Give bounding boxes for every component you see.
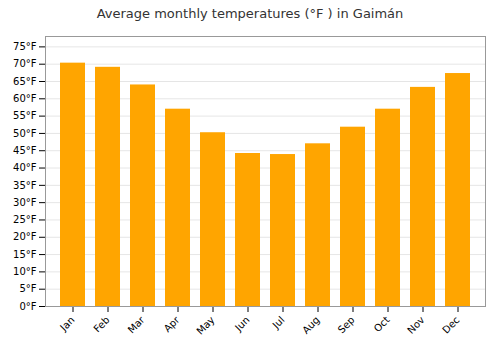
svg-text:15°F: 15°F: [13, 249, 37, 260]
svg-text:20°F: 20°F: [13, 231, 37, 242]
svg-text:Nov: Nov: [405, 314, 427, 336]
svg-text:Dec: Dec: [440, 314, 461, 335]
svg-text:Jun: Jun: [232, 314, 252, 334]
svg-text:Mar: Mar: [126, 314, 148, 336]
svg-text:55°F: 55°F: [13, 110, 37, 121]
svg-text:60°F: 60°F: [13, 93, 37, 104]
svg-text:Sep: Sep: [336, 314, 357, 335]
svg-text:75°F: 75°F: [13, 41, 37, 52]
svg-text:70°F: 70°F: [13, 58, 37, 69]
svg-text:40°F: 40°F: [13, 162, 37, 173]
svg-text:10°F: 10°F: [13, 266, 37, 277]
svg-text:May: May: [194, 314, 216, 336]
svg-text:Aug: Aug: [300, 314, 322, 336]
svg-text:5°F: 5°F: [19, 283, 36, 294]
svg-text:Jan: Jan: [57, 314, 76, 333]
svg-text:35°F: 35°F: [13, 180, 37, 191]
svg-text:Jul: Jul: [270, 314, 287, 331]
svg-text:45°F: 45°F: [13, 145, 37, 156]
svg-text:30°F: 30°F: [13, 197, 37, 208]
svg-text:Oct: Oct: [372, 314, 392, 334]
svg-text:50°F: 50°F: [13, 128, 37, 139]
svg-text:Feb: Feb: [91, 314, 111, 334]
svg-text:0°F: 0°F: [19, 301, 36, 312]
svg-text:Apr: Apr: [162, 314, 183, 335]
svg-text:25°F: 25°F: [13, 214, 37, 225]
html-text:Average monthly temperatures (: Average monthly temperatures (°F ) in Ga…: [96, 6, 404, 21]
svg-text:65°F: 65°F: [13, 76, 37, 87]
